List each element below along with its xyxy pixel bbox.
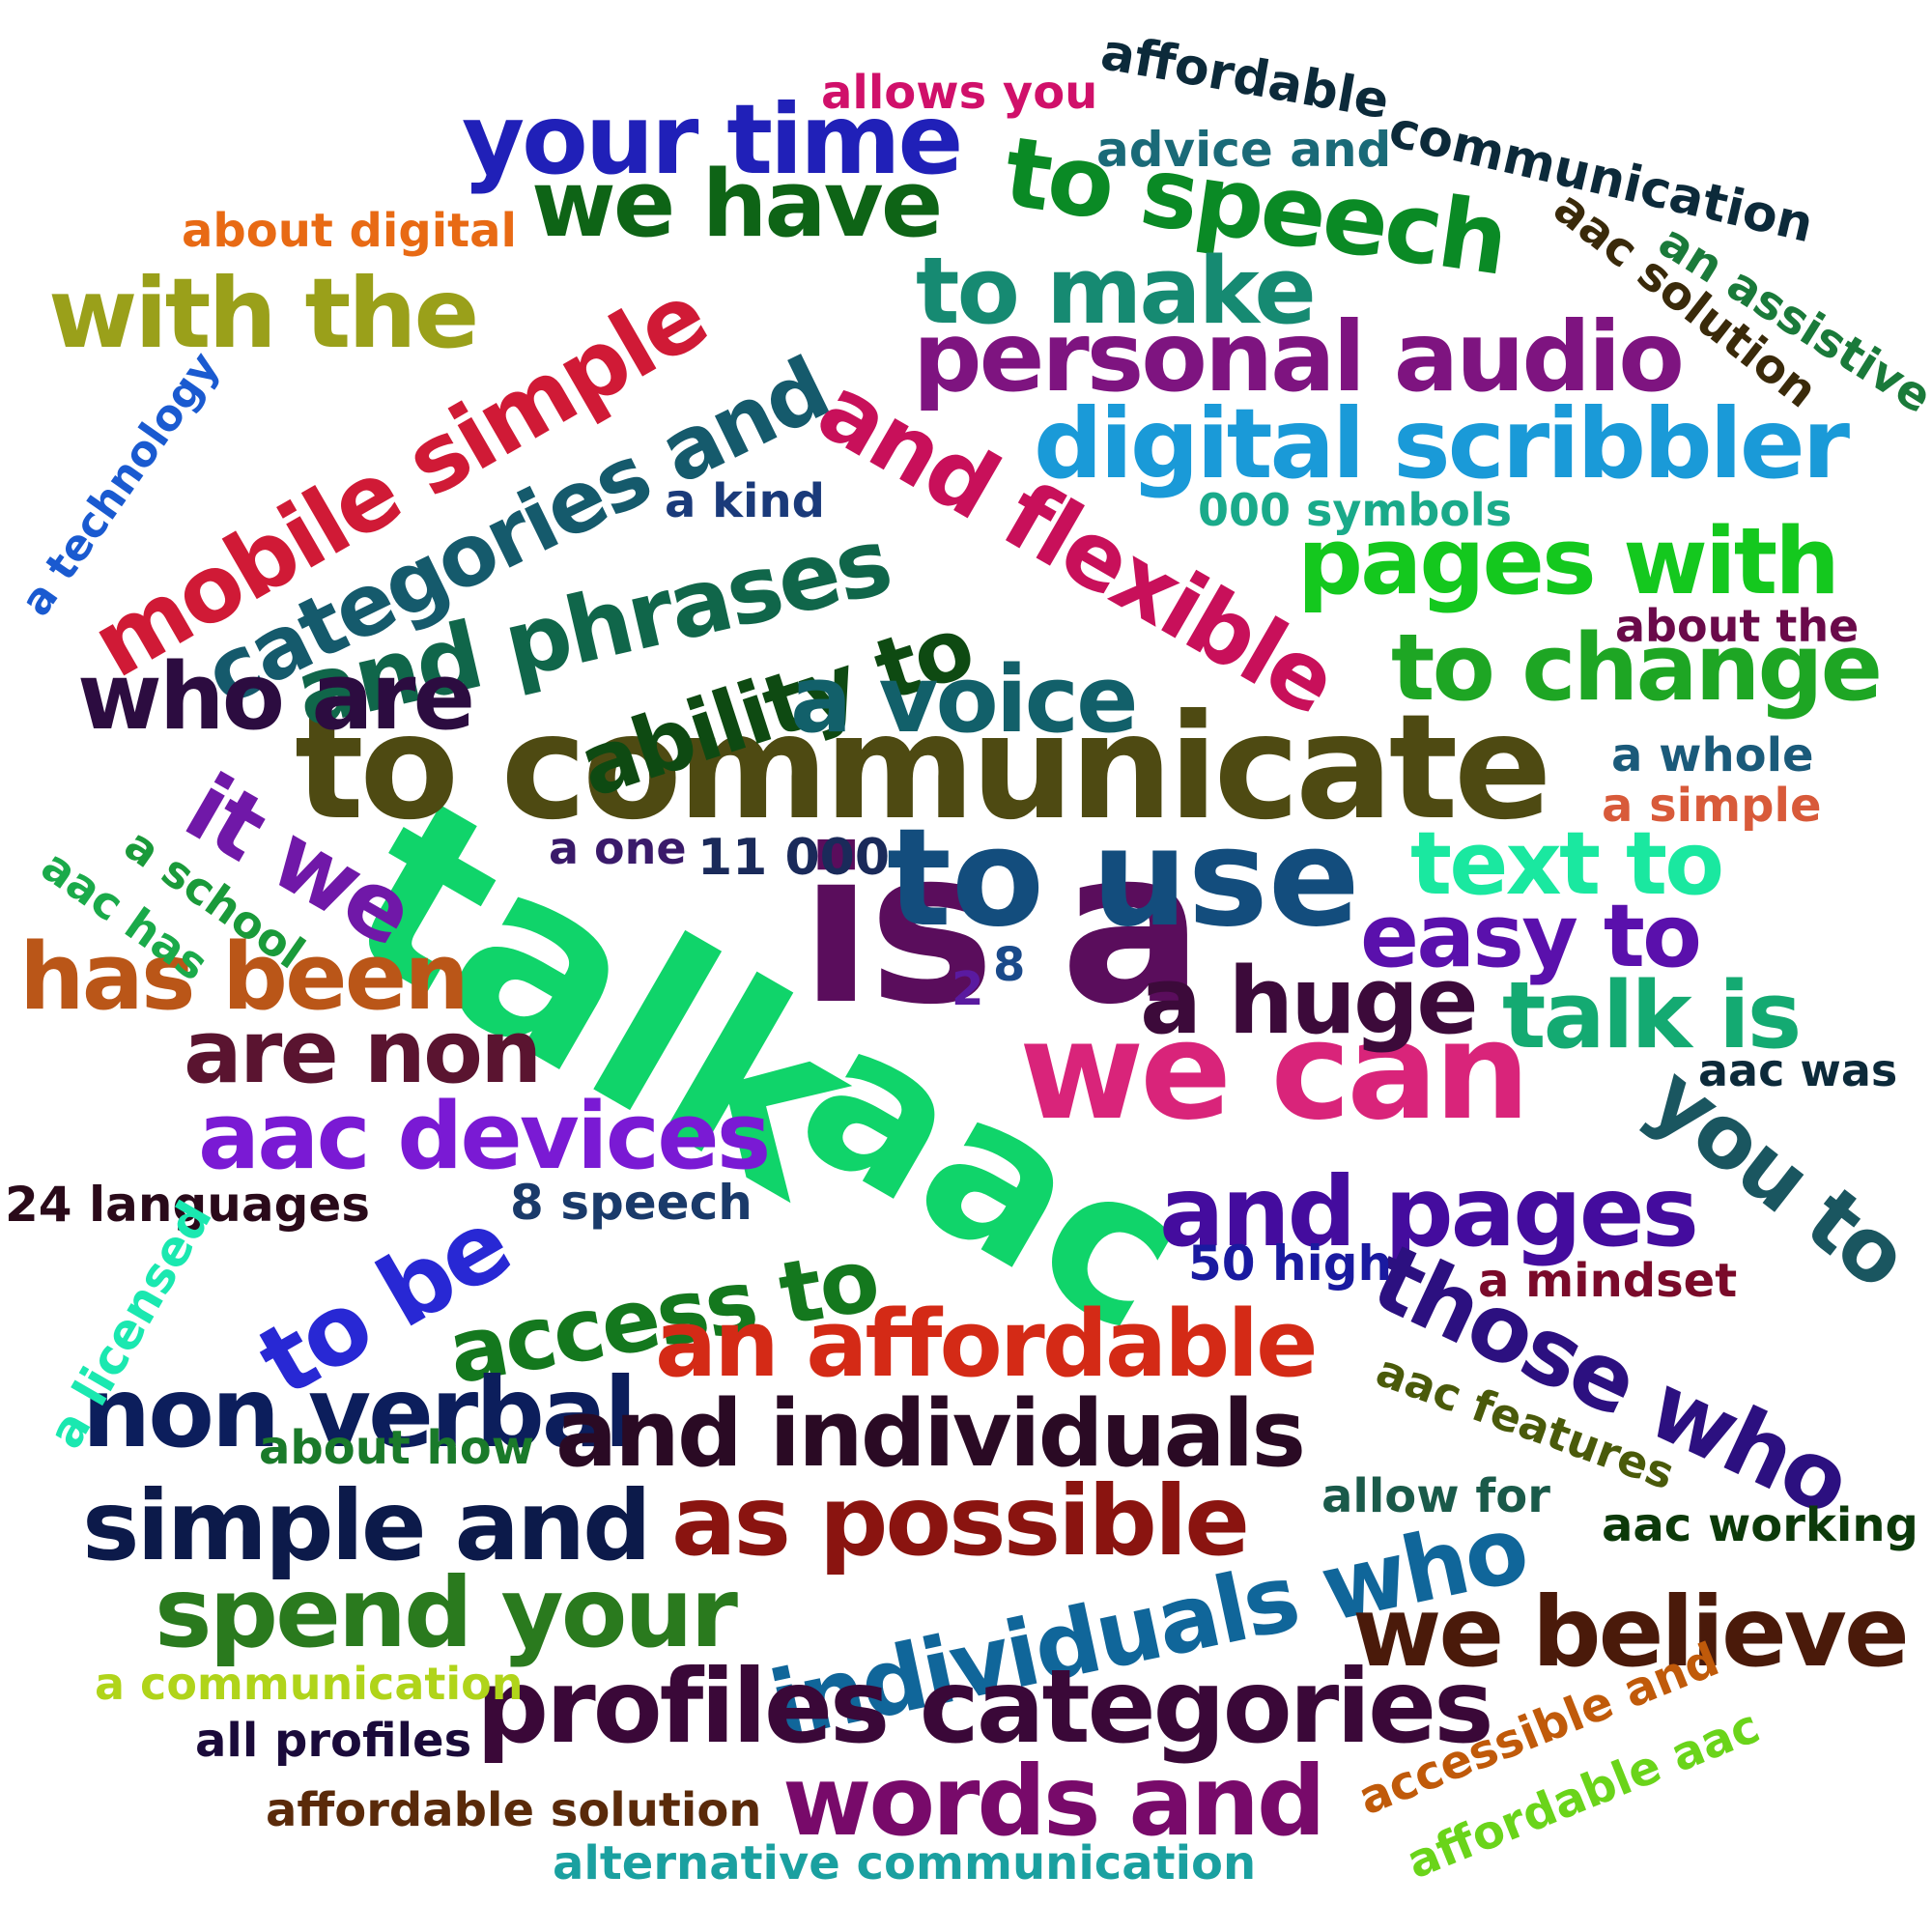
word-to-communicate: to communicate (295, 684, 1552, 852)
word-a-simple: a simple (1602, 779, 1822, 833)
word-digital-scribbler: digital scribbler (1034, 387, 1850, 500)
word-to-use: to use (887, 800, 1360, 957)
word-24-languages: 24 languages (5, 1177, 371, 1233)
word-is-a: is a (800, 804, 1204, 1051)
word-alternative-communication: alternative communication (553, 1836, 1257, 1890)
word-and-pages: and pages (1159, 1155, 1699, 1268)
word-affordable: affordable (1096, 23, 1394, 131)
word-aac-working: aac working (1602, 1498, 1918, 1552)
word-an-affordable: an affordable (655, 1292, 1319, 1398)
word-advice-and: advice and (1096, 122, 1392, 178)
word-as-possible: as possible (671, 1464, 1250, 1577)
word-a-one: a one (549, 822, 687, 874)
word-personal-audio: personal audio (913, 300, 1685, 413)
word-allows-you: allows you (821, 66, 1098, 120)
word-8: 8 (993, 938, 1026, 992)
word-simple-and: simple and (82, 1469, 652, 1582)
word-with-the: with the (48, 257, 479, 370)
word-your-time: your time (462, 83, 963, 196)
word-a-huge: a huge (1140, 949, 1479, 1055)
word-to-make: to make (916, 239, 1317, 345)
word-to-change: to change (1391, 615, 1883, 722)
word-a-whole: a whole (1611, 728, 1814, 782)
word-pages-with: pages with (1297, 509, 1840, 615)
word-we-can: we can (1019, 993, 1530, 1151)
word-talk-is: talk is (1502, 963, 1802, 1069)
word-about-the: about the (1615, 600, 1860, 652)
word-allow-for: allow for (1321, 1469, 1550, 1523)
word-aac-was: aac was (1698, 1044, 1898, 1096)
word-we-have: we have (531, 152, 943, 258)
word-2: 2 (952, 962, 984, 1016)
word-a-mindset: a mindset (1478, 1254, 1738, 1308)
word-non-verbal: non verbal (82, 1356, 638, 1469)
word-has-been: has been (19, 924, 469, 1031)
word-easy-to: easy to (1360, 886, 1702, 987)
word-aac-devices: aac devices (198, 1084, 771, 1190)
word-text-to: text to (1410, 813, 1724, 915)
word-words-and: words and (782, 1745, 1326, 1858)
word-affordable-solution: affordable solution (266, 1783, 762, 1837)
word-a-kind: a kind (665, 474, 826, 528)
word-spend-your: spend your (155, 1556, 738, 1669)
word-all-profiles: all profiles (195, 1714, 472, 1768)
word-we-believe: we believe (1352, 1576, 1910, 1689)
word-about-how: about how (259, 1421, 535, 1475)
word-profiles-categories: profiles categories (476, 1648, 1494, 1766)
word-a-communication: a communication (95, 1658, 524, 1710)
word-and-individuals: and individuals (555, 1381, 1306, 1488)
word-11-000: 11 000 (697, 829, 891, 887)
word-8-speech: 8 speech (510, 1175, 753, 1231)
word-a-voice: a voice (790, 647, 1139, 753)
word-are-non: are non (184, 1002, 542, 1103)
word-000-symbols: 000 symbols (1198, 484, 1513, 536)
word-50-high: 50 high (1188, 1236, 1393, 1292)
word-who-are: who are (77, 644, 475, 751)
word-about-digital: about digital (182, 204, 517, 258)
